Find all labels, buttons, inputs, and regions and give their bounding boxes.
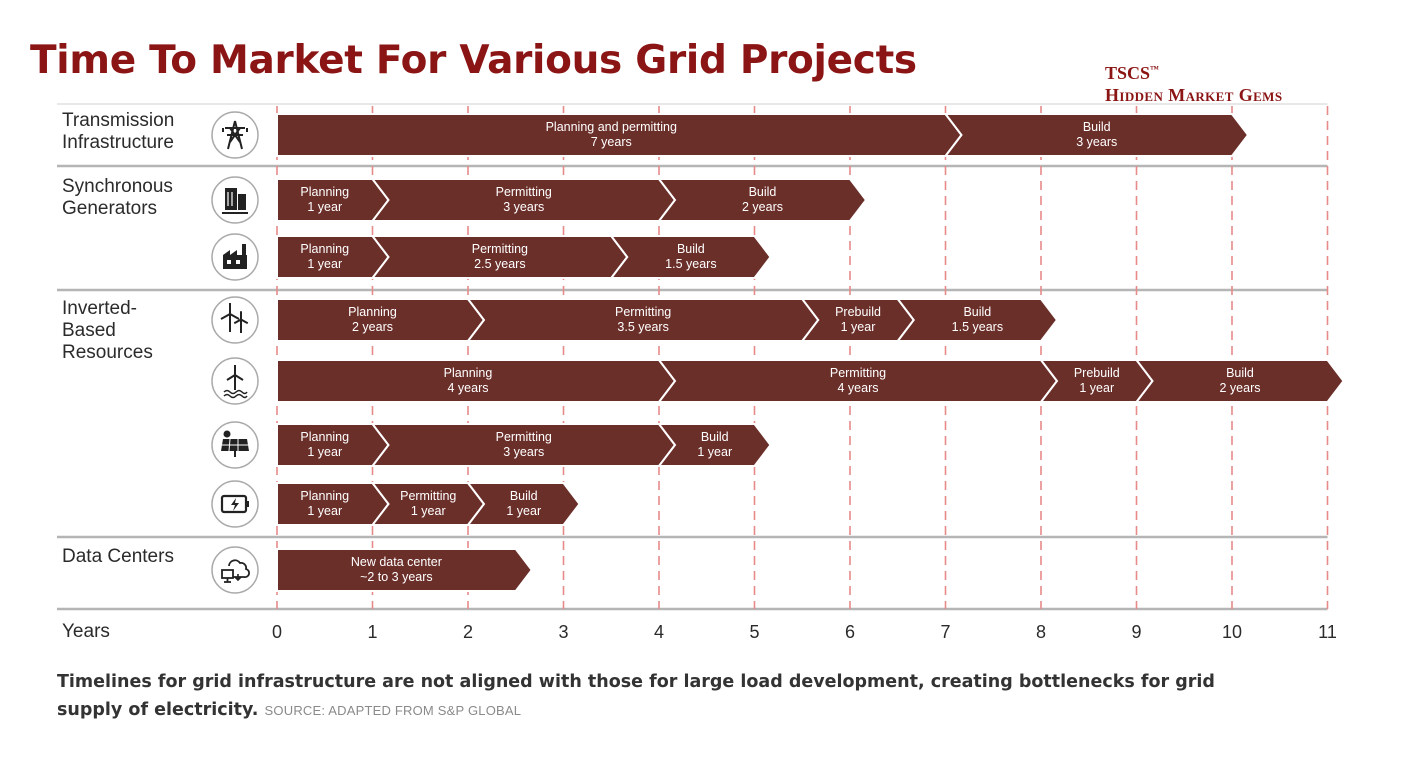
brand-tagline: Hidden Market Gems bbox=[1105, 85, 1283, 105]
timeline-segment bbox=[656, 423, 772, 467]
segment-phase-label: Permitting bbox=[400, 489, 456, 503]
timeline-segment bbox=[1134, 359, 1345, 403]
factory-icon bbox=[211, 233, 259, 281]
segment-phase-label: Build bbox=[701, 430, 729, 444]
segment-phase-label: Build bbox=[510, 489, 538, 503]
timeline-segment bbox=[943, 113, 1250, 157]
segment-phase-label: Planning bbox=[300, 489, 349, 503]
data-center-cloud-icon bbox=[211, 546, 259, 594]
chart-caption: Timelines for grid infrastructure are no… bbox=[57, 668, 1257, 725]
segment-duration-label: 1 year bbox=[307, 445, 342, 459]
x-tick-label: 1 bbox=[367, 622, 377, 642]
group-label: Data Centers bbox=[62, 546, 174, 567]
segment-phase-label: Build bbox=[1226, 366, 1254, 380]
segment-phase-label: Prebuild bbox=[835, 305, 881, 319]
segment-duration-label: 3.5 years bbox=[617, 320, 668, 334]
group-label: Inverted-Based Resources bbox=[62, 298, 153, 363]
segment-phase-label: Build bbox=[963, 305, 991, 319]
segment-duration-label: 1.5 years bbox=[952, 320, 1003, 334]
battery-storage-icon bbox=[211, 480, 259, 528]
segment-duration-label: 2 years bbox=[742, 200, 783, 214]
segment-phase-label: Build bbox=[1083, 120, 1111, 134]
x-tick-label: 2 bbox=[463, 622, 473, 642]
x-axis: Years 0 1 2 3 4 5 6 7 8 9 10 11 bbox=[62, 621, 1337, 642]
x-tick-label: 6 bbox=[845, 622, 855, 642]
group-labels: Transmission Infrastructure Synchronous Gen… bbox=[62, 110, 174, 567]
segment-duration-label: 3 years bbox=[1076, 135, 1117, 149]
group-label: Transmission Infrastructure bbox=[62, 110, 174, 153]
group-separators bbox=[57, 103, 1328, 611]
segment-phase-label: Permitting bbox=[615, 305, 671, 319]
power-plant-icon bbox=[211, 176, 259, 224]
offshore-wind-icon bbox=[211, 357, 259, 405]
segment-duration-label: 1 year bbox=[307, 504, 342, 518]
segment-duration-label: ~2 to 3 years bbox=[360, 570, 433, 584]
x-tick-label: 11 bbox=[1318, 622, 1337, 642]
caption-text: Timelines for grid infrastructure are no… bbox=[57, 672, 1215, 720]
segment-phase-label: Planning bbox=[300, 185, 349, 199]
brand-trademark: ™ bbox=[1150, 64, 1160, 74]
timeline-segment bbox=[609, 235, 772, 279]
segment-duration-label: 1 year bbox=[307, 200, 342, 214]
source-note: SOURCE: ADAPTED FROM S&P GLOBAL bbox=[264, 703, 522, 718]
brand-logo: TSCS™ Hidden Market Gems bbox=[1105, 58, 1283, 106]
segment-duration-label: 1 year bbox=[307, 257, 342, 271]
segment-phase-label: Planning bbox=[444, 366, 493, 380]
segment-phase-label: Permitting bbox=[496, 430, 552, 444]
x-tick-label: 7 bbox=[940, 622, 950, 642]
segment-phase-label: Prebuild bbox=[1074, 366, 1120, 380]
segment-duration-label: 4 years bbox=[838, 381, 879, 395]
wind-turbines-icon bbox=[211, 296, 259, 344]
segment-duration-label: 1 year bbox=[1079, 381, 1114, 395]
page-title: Time To Market For Various Grid Projects bbox=[30, 38, 917, 83]
segment-duration-label: 3 years bbox=[503, 200, 544, 214]
x-tick-label: 0 bbox=[272, 622, 282, 642]
x-tick-label: 4 bbox=[654, 622, 664, 642]
segment-phase-label: Planning and permitting bbox=[546, 120, 677, 134]
segment-phase-label: Build bbox=[749, 185, 777, 199]
segment-duration-label: 2 years bbox=[1220, 381, 1261, 395]
segment-duration-label: 1 year bbox=[506, 504, 541, 518]
timeline-segment bbox=[895, 298, 1059, 342]
segment-phase-label: New data center bbox=[351, 555, 442, 569]
segment-phase-label: Planning bbox=[300, 242, 349, 256]
timeline-segment bbox=[276, 548, 534, 592]
x-tick-label: 8 bbox=[1036, 622, 1046, 642]
segment-phase-label: Build bbox=[677, 242, 705, 256]
x-tick-label: 5 bbox=[749, 622, 759, 642]
segment-phase-label: Permitting bbox=[830, 366, 886, 380]
row-icons bbox=[211, 111, 259, 594]
segment-duration-label: 3 years bbox=[503, 445, 544, 459]
x-tick-label: 3 bbox=[558, 622, 568, 642]
segment-duration-label: 4 years bbox=[448, 381, 489, 395]
segment-duration-label: 7 years bbox=[591, 135, 632, 149]
x-tick-label: 10 bbox=[1222, 622, 1242, 642]
segment-duration-label: 1 year bbox=[841, 320, 876, 334]
timeline-segment bbox=[656, 178, 868, 222]
segment-duration-label: 1 year bbox=[697, 445, 732, 459]
segment-phase-label: Permitting bbox=[496, 185, 552, 199]
timeline-segment bbox=[465, 482, 581, 526]
solar-panel-icon bbox=[211, 421, 259, 469]
timeline-chart: Transmission Infrastructure Synchronous Gen… bbox=[57, 103, 1345, 642]
segment-phase-label: Permitting bbox=[472, 242, 528, 256]
segment-duration-label: 2 years bbox=[352, 320, 393, 334]
x-axis-label: Years bbox=[62, 621, 110, 642]
group-label: Synchronous Generators bbox=[62, 176, 173, 219]
brand-name: TSCS bbox=[1105, 63, 1151, 83]
segment-phase-label: Planning bbox=[348, 305, 397, 319]
x-tick-label: 9 bbox=[1131, 622, 1141, 642]
segment-duration-label: 1.5 years bbox=[665, 257, 716, 271]
segment-duration-label: 1 year bbox=[411, 504, 446, 518]
transmission-tower-icon bbox=[211, 111, 259, 159]
segment-duration-label: 2.5 years bbox=[474, 257, 525, 271]
segment-phase-label: Planning bbox=[300, 430, 349, 444]
